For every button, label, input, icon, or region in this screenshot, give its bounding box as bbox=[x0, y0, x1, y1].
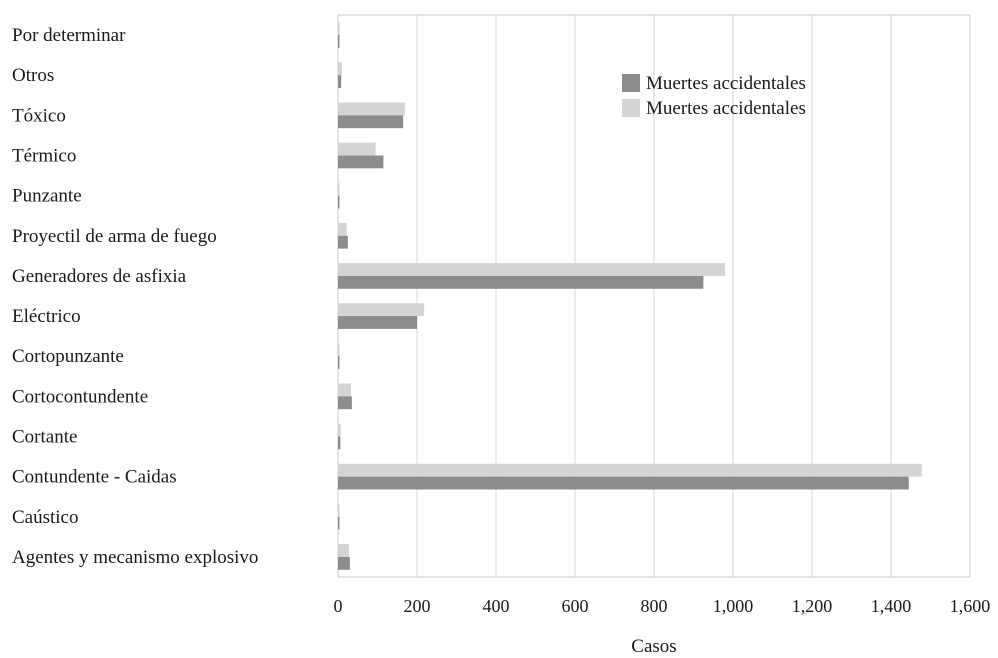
category-label: Cortopunzante bbox=[12, 346, 124, 367]
bar-series-2 bbox=[338, 182, 340, 196]
legend-swatch-series-1 bbox=[622, 74, 640, 92]
x-tick-label: 800 bbox=[641, 596, 668, 616]
bar-series-1 bbox=[338, 195, 340, 209]
plot-area-frame bbox=[337, 14, 971, 578]
bar-series-1 bbox=[338, 35, 340, 48]
category-label: Eléctrico bbox=[12, 306, 81, 327]
x-axis-title: Casos bbox=[631, 636, 676, 657]
bar-series-2 bbox=[338, 62, 342, 76]
category-label: Cortocontundente bbox=[12, 386, 148, 407]
category-labels: Por determinar Otros Tóxico Térmico Punzante… bbox=[12, 25, 258, 568]
bar-series-1 bbox=[338, 516, 340, 530]
bar-series-1 bbox=[338, 396, 352, 410]
x-tick-label: 0 bbox=[334, 596, 343, 616]
category-label: Agentes y mecanismo explosivo bbox=[12, 547, 258, 568]
bar-series-1 bbox=[338, 275, 704, 289]
bar-series-2 bbox=[338, 222, 347, 236]
category-label: Tóxico bbox=[12, 105, 66, 126]
bar-series-2 bbox=[338, 544, 350, 557]
bar-series-2 bbox=[338, 22, 340, 36]
x-tick-label: 1,000 bbox=[713, 596, 754, 616]
bar-series-1 bbox=[338, 235, 348, 249]
legend-label-series-2: Muertes accidentales bbox=[646, 98, 806, 119]
bar-series-2 bbox=[338, 142, 376, 156]
bar-series-1 bbox=[338, 115, 404, 129]
category-label: Punzante bbox=[12, 186, 82, 207]
bar-series-2 bbox=[338, 303, 425, 317]
x-tick-label: 400 bbox=[483, 596, 510, 616]
x-tick-label: 600 bbox=[562, 596, 589, 616]
bar-series-2 bbox=[338, 503, 340, 517]
bar-series-2 bbox=[338, 463, 922, 477]
bar-series-2 bbox=[338, 423, 341, 437]
category-label: Cortante bbox=[12, 427, 77, 448]
bar-series-1 bbox=[338, 476, 909, 490]
category-label: Otros bbox=[12, 65, 54, 86]
x-tick-label: 1,200 bbox=[792, 596, 833, 616]
bar-series-2 bbox=[338, 263, 726, 276]
category-label: Por determinar bbox=[12, 25, 126, 46]
bar-series-1 bbox=[338, 436, 341, 450]
x-tick-label: 1,400 bbox=[871, 596, 912, 616]
x-tick-labels: 0 200 400 600 800 1,000 1,200 1,400 1,600 bbox=[334, 596, 991, 616]
bar-series-2 bbox=[338, 102, 406, 116]
bar-series-2 bbox=[338, 383, 352, 397]
category-label: Contundente - Caidas bbox=[12, 467, 177, 488]
bar-series-1 bbox=[338, 556, 350, 570]
x-tick-label: 200 bbox=[404, 596, 431, 616]
category-label: Térmico bbox=[12, 146, 76, 167]
bar-series-1 bbox=[338, 75, 342, 89]
category-label: Generadores de asfixia bbox=[12, 266, 187, 287]
bar-series-1 bbox=[338, 316, 417, 329]
bar-series-2 bbox=[338, 343, 340, 357]
category-label: Proyectil de arma de fuego bbox=[12, 226, 217, 247]
bars bbox=[338, 22, 922, 570]
bar-series-1 bbox=[338, 356, 340, 370]
category-label: Caústico bbox=[12, 507, 79, 528]
legend-swatch-series-2 bbox=[622, 99, 640, 117]
legend-label-series-1: Muertes accidentales bbox=[646, 73, 806, 94]
legend: Muertes accidentales Muertes accidentale… bbox=[622, 73, 806, 119]
bar-series-1 bbox=[338, 155, 384, 169]
x-tick-label: 1,600 bbox=[950, 596, 991, 616]
